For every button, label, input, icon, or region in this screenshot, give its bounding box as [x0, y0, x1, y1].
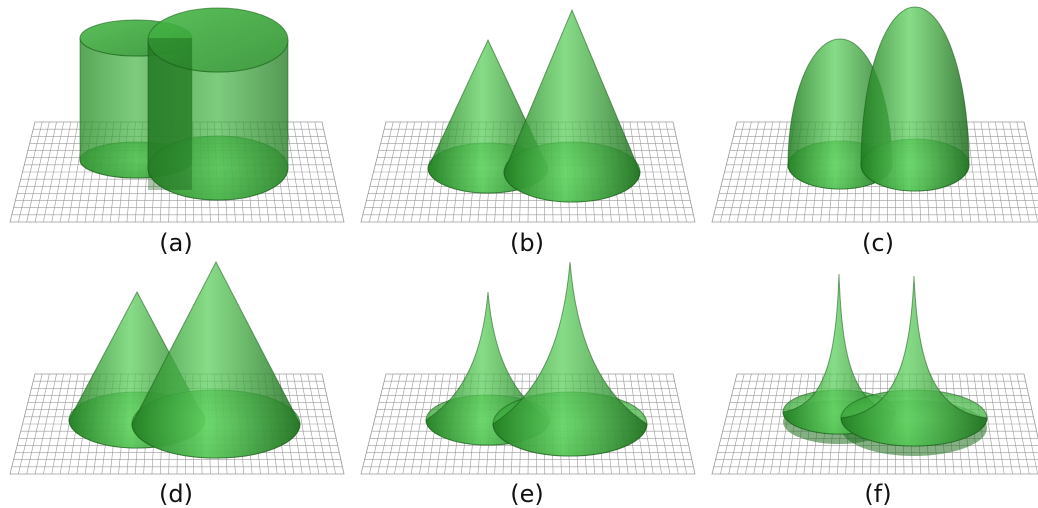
surface-peak — [492, 261, 648, 457]
cylinder-overlap — [148, 38, 192, 190]
panel-label-e: (e) — [510, 480, 544, 508]
surface-peak — [503, 8, 641, 203]
surface-peak — [131, 260, 301, 459]
panel-e — [360, 261, 696, 475]
panel-d — [9, 260, 345, 475]
panel-b — [360, 8, 696, 223]
panel-c — [711, 6, 1038, 223]
panel-a — [9, 7, 345, 223]
surface-peak — [860, 6, 970, 192]
panel-label-b: (b) — [510, 229, 544, 257]
cylinder-top — [147, 7, 289, 73]
panel-label-d: (d) — [159, 480, 193, 508]
panel-label-c: (c) — [862, 229, 894, 257]
panel-label-f: (f) — [864, 480, 891, 508]
panel-f — [711, 273, 1038, 475]
panel-label-a: (a) — [159, 229, 192, 257]
surface-peak — [840, 275, 988, 447]
